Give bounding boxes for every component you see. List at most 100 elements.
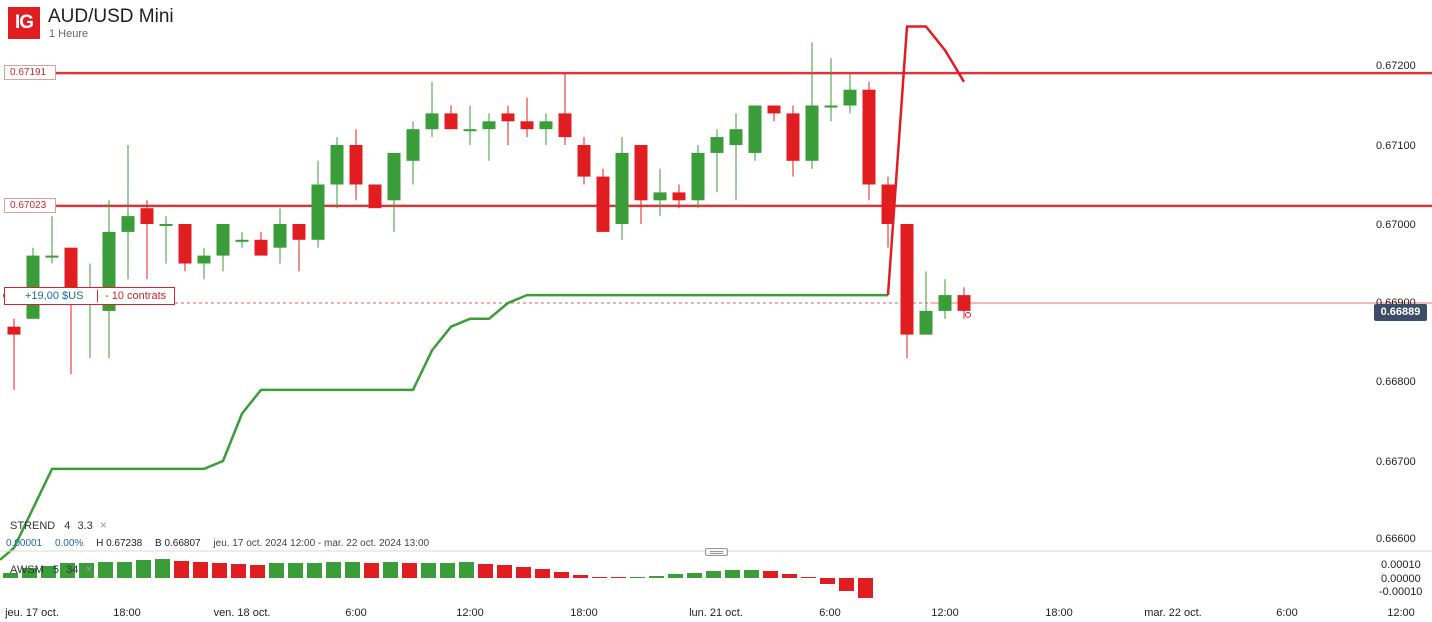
candle (64, 247, 78, 375)
open-position-marker[interactable]: +19,00 $US - 10 contrats (4, 287, 175, 305)
timeframe-label[interactable]: 1 Heure (49, 28, 89, 40)
candle-body (577, 145, 591, 177)
candle (653, 168, 667, 217)
candle (7, 318, 21, 390)
time-tick: 18:00 (570, 607, 598, 619)
candle (672, 184, 686, 209)
oscillator-bar (136, 560, 151, 578)
time-tick: 12:00 (1387, 607, 1415, 619)
candle-body (653, 192, 667, 201)
oscillator-bar (174, 561, 189, 578)
candle-body (672, 192, 686, 201)
oscillator-bar (706, 571, 721, 578)
oscillator-bar (630, 577, 645, 578)
time-tick: mar. 22 oct. (1144, 607, 1202, 619)
candle (254, 231, 268, 256)
awsm-label: AWSM (10, 564, 44, 576)
oscillator-bar (402, 563, 417, 578)
levels-layer (56, 71, 1432, 208)
candle-body (862, 89, 876, 185)
candle (482, 113, 496, 161)
candle-body (767, 105, 781, 114)
oscillator-tick: 0.00000 (1381, 573, 1421, 585)
oscillator-bar (725, 570, 740, 578)
candle-body (596, 176, 610, 232)
candle-body (919, 310, 933, 335)
candle-body (349, 145, 363, 185)
current-price-tag: 0.66889 (1374, 304, 1427, 321)
oscillator-bar (421, 563, 436, 578)
awesome-oscillator-layer (3, 559, 873, 598)
remove-strend-icon[interactable]: × (99, 518, 107, 532)
oscillator-bar (858, 578, 873, 598)
time-tick: 6:00 (819, 607, 841, 619)
oscillator-tick: -0.00010 (1379, 586, 1423, 598)
candle (121, 145, 135, 280)
oscillator-bar (497, 565, 512, 578)
awsm-slow: 34 (66, 564, 79, 576)
time-tick: 6:00 (345, 607, 367, 619)
candle (273, 208, 287, 264)
instrument-title[interactable]: AUD/USD Mini (48, 6, 174, 27)
time-tick: 12:00 (456, 607, 484, 619)
candle (805, 42, 819, 169)
oscillator-bar (440, 563, 455, 578)
candle-body (748, 105, 762, 153)
oscillator-bar (516, 567, 531, 578)
candle (558, 73, 572, 145)
candle-body (216, 224, 230, 256)
candle-body (178, 224, 192, 264)
candle (938, 279, 952, 319)
candle-body (121, 216, 135, 232)
candle-body (710, 137, 724, 153)
candle (311, 160, 325, 248)
candle-body (805, 105, 819, 161)
candle (463, 105, 477, 145)
level-label-upper[interactable]: 0.67191 (4, 65, 56, 80)
candle (596, 168, 610, 232)
candle-body (691, 152, 705, 201)
time-tick: 18:00 (1045, 607, 1073, 619)
oscillator-bar (60, 563, 75, 578)
candle-body (729, 129, 743, 145)
oscillator-bar (345, 562, 360, 578)
candle-body (159, 224, 173, 226)
candle (292, 224, 306, 272)
oscillator-bar (117, 562, 132, 578)
level-label-lower[interactable]: 0.67023 (4, 198, 56, 213)
oscillator-bar (98, 562, 113, 578)
oscillator-bar (307, 563, 322, 578)
candle (881, 176, 895, 248)
oscillator-bar (79, 563, 94, 578)
oscillator-bar (193, 562, 208, 578)
candle (387, 152, 401, 232)
candle (748, 105, 762, 161)
oscillator-bar (231, 564, 246, 578)
price-tick: 0.66600 (1376, 533, 1416, 545)
strend-indicator-legend[interactable]: STREND 4 3.3 × (10, 518, 107, 532)
candle (349, 129, 363, 201)
price-tick: 0.67000 (1376, 219, 1416, 231)
oscillator-bar (687, 573, 702, 578)
candle-body (938, 295, 952, 311)
remove-awsm-icon[interactable]: × (85, 562, 93, 576)
low-value: B 0.66807 (155, 538, 201, 549)
oscillator-bar (478, 564, 493, 578)
panel-resize-handle[interactable] (705, 548, 728, 556)
candle-body (387, 152, 401, 201)
candle-body (311, 184, 325, 240)
candle-body (235, 239, 249, 242)
awsm-indicator-legend[interactable]: AWSM 5 34 × (10, 562, 92, 576)
candle (539, 113, 553, 145)
candle-body (520, 121, 534, 130)
candle (862, 81, 876, 201)
time-tick: 12:00 (931, 607, 959, 619)
candle (45, 216, 59, 264)
candle-body (634, 145, 648, 201)
candle (615, 137, 629, 240)
oscillator-bar (535, 569, 550, 578)
candle-body (539, 121, 553, 130)
time-tick: 18:00 (113, 607, 141, 619)
